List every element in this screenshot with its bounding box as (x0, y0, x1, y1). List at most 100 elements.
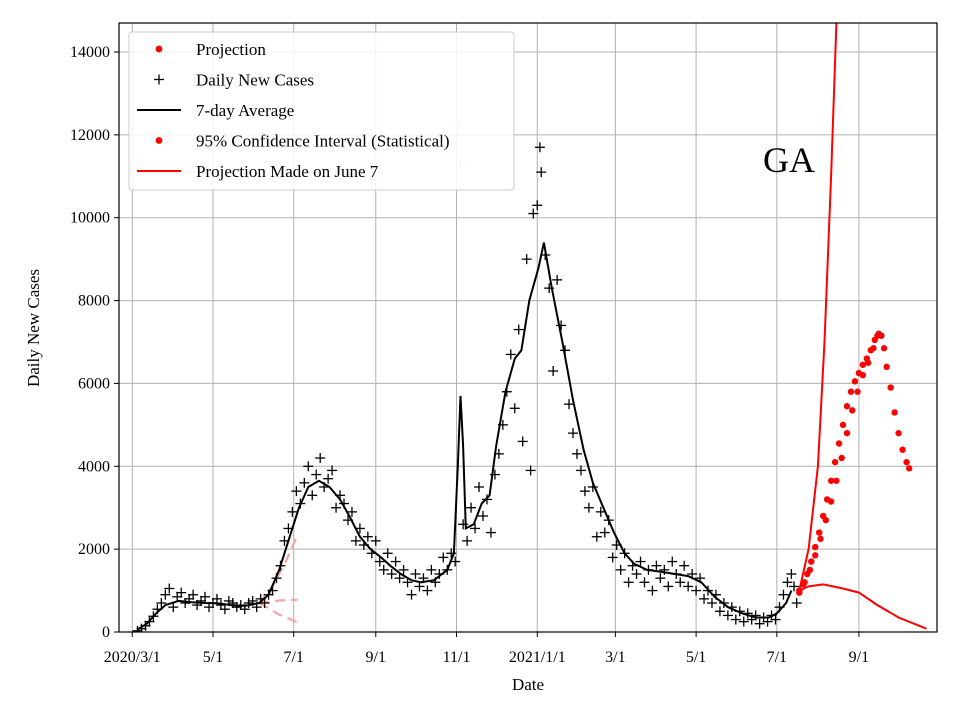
legend-label: 7-day Average (196, 101, 294, 120)
projection-dot (899, 446, 906, 453)
series-line (798, 23, 838, 591)
x-tick-label: 5/1 (686, 649, 706, 666)
daily-case-marker (639, 577, 650, 588)
x-tick-label: 7/1 (767, 649, 787, 666)
projection-dot (864, 359, 872, 366)
state-annotation: GA (763, 140, 815, 180)
daily-case-marker (200, 591, 211, 602)
x-tick-label: 9/1 (849, 649, 869, 666)
projection-dot (895, 429, 902, 437)
daily-case-marker (331, 502, 342, 513)
daily-case-marker (291, 486, 302, 497)
daily-case-marker (390, 556, 401, 567)
daily-case-marker (782, 577, 793, 588)
projection-dot (835, 440, 843, 447)
daily-case-marker (571, 448, 582, 459)
daily-case-marker (362, 531, 373, 542)
daily-case-marker (370, 535, 381, 546)
projection-dot (870, 345, 877, 352)
projection-dot (843, 429, 851, 437)
daily-case-marker (655, 573, 666, 584)
legend-marker-dot (155, 137, 163, 144)
daily-case-marker (691, 585, 702, 596)
daily-case-marker (426, 564, 437, 575)
daily-case-marker (607, 552, 618, 563)
projection-dot (854, 388, 861, 395)
daily-case-marker (631, 569, 642, 579)
daily-case-marker (675, 577, 686, 588)
x-tick-label: 3/1 (605, 649, 625, 666)
projection-dot (817, 535, 824, 542)
daily-case-marker (651, 560, 662, 571)
daily-case-marker (699, 593, 710, 604)
x-tick-label: 2021/1/1 (509, 649, 566, 666)
projection-dot (859, 371, 867, 379)
daily-case-marker (647, 585, 658, 596)
y-tick-label: 8000 (78, 293, 110, 310)
daily-case-marker (346, 506, 357, 517)
projection-dot (827, 498, 835, 505)
daily-case-marker (156, 598, 167, 608)
projection-dot (827, 477, 835, 484)
daily-case-marker (754, 618, 765, 629)
daily-case-marker (517, 436, 528, 447)
legend: Projection Daily New Cases 7-day Average 95… (128, 31, 515, 191)
daily-case-marker (738, 616, 749, 627)
daily-case-marker (414, 581, 425, 592)
daily-case-marker (410, 569, 421, 579)
daily-case-marker (188, 589, 199, 600)
y-tick-label: 0 (102, 624, 110, 641)
daily-case-marker (374, 556, 385, 567)
daily-case-marker (521, 254, 532, 265)
daily-case-marker (303, 461, 314, 472)
daily-case-marker (160, 589, 171, 600)
daily-case-marker (219, 604, 230, 615)
daily-case-marker (770, 614, 781, 625)
daily-case-marker (568, 428, 579, 439)
projection-dot (851, 378, 859, 385)
daily-case-marker (730, 614, 741, 625)
projection-dot (838, 454, 845, 462)
data-layer (132, 23, 927, 632)
x-tick-label: 11/1 (443, 649, 471, 666)
daily-case-marker (706, 598, 717, 608)
daily-case-marker (528, 208, 539, 219)
daily-case-marker (386, 569, 397, 579)
y-axis-label: Daily New Cases (24, 269, 43, 387)
daily-case-marker (382, 548, 393, 559)
daily-case-marker (583, 502, 594, 513)
legend-label: Daily New Cases (196, 71, 314, 90)
series-line (136, 242, 793, 631)
daily-case-marker (536, 167, 547, 178)
daily-case-marker (394, 573, 405, 584)
daily-case-marker (398, 564, 409, 575)
daily-case-marker (575, 465, 586, 476)
projection-dot (903, 458, 910, 466)
y-tick-label: 6000 (78, 375, 110, 392)
daily-case-marker (786, 569, 797, 579)
daily-case-marker (474, 482, 485, 492)
daily-case-marker (663, 581, 674, 592)
daily-case-marker (791, 598, 802, 608)
projection-dot (906, 465, 913, 472)
daily-case-marker (534, 142, 545, 153)
series-dashed-line (259, 598, 298, 605)
plot-frame (118, 22, 938, 633)
daily-case-marker (311, 469, 322, 480)
axis-layer: 0 2000 4000 6000 8000 10000 12000 14000 2020/3/1… (70, 44, 869, 666)
series-dashed-line (258, 534, 299, 604)
daily-case-marker (466, 502, 477, 513)
series-line (798, 583, 927, 630)
daily-case-marker (789, 581, 800, 592)
daily-case-marker (778, 589, 789, 600)
daily-case-marker (679, 560, 690, 571)
projection-dot (874, 332, 881, 339)
daily-case-marker (615, 564, 626, 575)
daily-case-marker (683, 581, 694, 592)
daily-case-marker (509, 403, 520, 414)
projection-dot (801, 579, 808, 586)
daily-case-marker (438, 552, 449, 563)
y-tick-label: 12000 (70, 127, 110, 144)
projection-dot (806, 566, 814, 574)
daily-case-marker (591, 531, 602, 542)
